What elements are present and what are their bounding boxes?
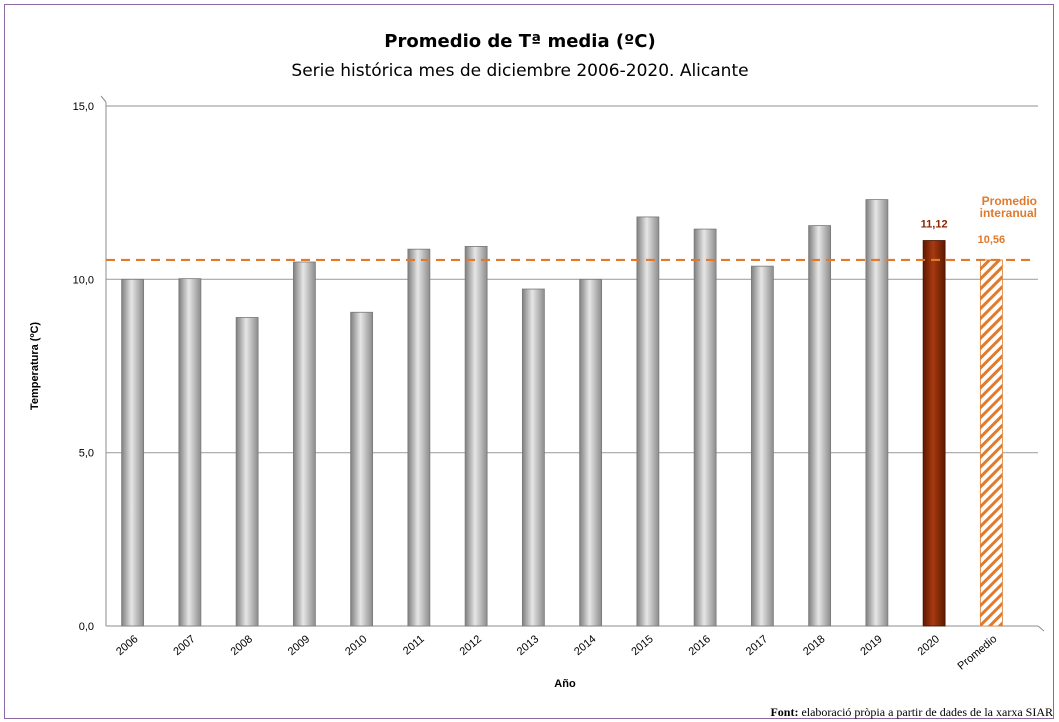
x-tick-label: 2013 [515,633,541,658]
x-tick-label: 2016 [687,633,713,658]
bar-promedio [979,259,1003,627]
source-prefix: Font: [770,705,799,719]
x-tick-label: Promedio [956,633,1000,672]
x-tick-label: 2017 [744,633,770,658]
y-tick-label: 10,0 [73,274,94,286]
chart-title: Promedio de Tª media (ºC) [384,31,655,52]
axis-depth-edge [100,95,1045,632]
average-annotation-line2: interanual [980,206,1037,220]
chart-frame [4,4,1054,719]
average-annotation-line1: Promedio [982,194,1037,208]
bar-2009 [292,261,316,627]
bar-2010 [350,311,374,627]
x-tick-label: 2011 [401,633,427,657]
bar-2015 [636,216,660,627]
x-tick-label: 2012 [458,633,484,658]
x-tick-label: 2019 [858,633,884,658]
x-axis-title: Año [554,678,576,690]
bar-2017 [750,265,774,627]
x-tick-label: 2014 [572,633,598,658]
bar-2007 [178,278,202,627]
source-text: elaboració pròpia a partir de dades de l… [798,705,1053,719]
bar-2011 [407,248,431,627]
x-tick-label: 2009 [286,633,312,658]
y-tick-label: 5,0 [79,448,94,460]
data-label-2020: 11,12 [921,219,948,231]
x-tick-label: 2015 [629,633,655,658]
x-tick-label: 2007 [171,633,197,658]
data-label-average: 10,56 [978,234,1006,246]
bar-2020 [922,240,946,627]
bar-2006 [121,278,145,627]
x-tick-label: 2008 [229,633,255,658]
bar-2019 [865,199,889,627]
x-tick-label: 2018 [801,633,827,658]
chart-subtitle: Serie histórica mes de diciembre 2006-20… [291,61,748,81]
x-tick-label: 2010 [343,633,369,658]
x-tick-label: 2020 [916,633,942,658]
bar-2012 [464,245,488,627]
y-tick-label: 0,0 [79,621,94,633]
bar-2008 [235,317,259,627]
source-note: Font: elaboració pròpia a partir de dade… [770,705,1053,720]
bar-2016 [693,228,717,627]
y-axis-title: Temperatura (ºC) [29,322,41,410]
bars [106,199,1030,627]
bar-2018 [808,225,832,627]
y-tick-label: 15,0 [73,101,94,113]
x-tick-label: 2006 [114,633,140,658]
bar-2014 [579,278,603,627]
bar-2013 [521,288,545,627]
